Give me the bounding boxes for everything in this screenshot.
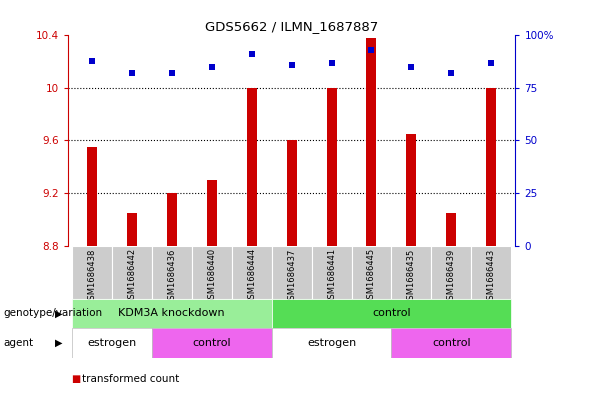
Text: control: control bbox=[432, 338, 471, 348]
Bar bbox=[312, 246, 352, 299]
Bar bbox=[272, 328, 392, 358]
Point bbox=[287, 62, 296, 68]
Text: GSM1686435: GSM1686435 bbox=[407, 248, 416, 305]
Text: genotype/variation: genotype/variation bbox=[3, 309, 102, 318]
Point bbox=[446, 70, 456, 76]
Text: GSM1686436: GSM1686436 bbox=[167, 248, 176, 305]
Text: GSM1686442: GSM1686442 bbox=[127, 248, 136, 305]
Point bbox=[87, 57, 97, 64]
Bar bbox=[112, 246, 152, 299]
Bar bbox=[471, 246, 511, 299]
Point bbox=[247, 51, 256, 57]
Bar bbox=[366, 38, 376, 246]
Bar bbox=[152, 246, 191, 299]
Text: transformed count: transformed count bbox=[82, 374, 180, 384]
Bar bbox=[247, 88, 257, 246]
Bar bbox=[72, 299, 272, 328]
Bar bbox=[272, 246, 312, 299]
Text: GSM1686437: GSM1686437 bbox=[287, 248, 296, 305]
Bar bbox=[352, 246, 392, 299]
Bar bbox=[392, 328, 511, 358]
Bar bbox=[487, 88, 497, 246]
Text: ■: ■ bbox=[71, 374, 80, 384]
Bar bbox=[207, 180, 217, 246]
Text: KDM3A knockdown: KDM3A knockdown bbox=[118, 309, 225, 318]
Text: GSM1686445: GSM1686445 bbox=[367, 248, 376, 305]
Bar bbox=[231, 246, 272, 299]
Text: ▶: ▶ bbox=[55, 309, 62, 318]
Text: GSM1686441: GSM1686441 bbox=[327, 248, 336, 305]
Text: control: control bbox=[372, 309, 411, 318]
Bar bbox=[87, 147, 97, 246]
Point bbox=[167, 70, 176, 76]
Bar bbox=[446, 213, 456, 246]
Point bbox=[327, 60, 336, 66]
Point bbox=[127, 70, 137, 76]
Bar bbox=[127, 213, 137, 246]
Bar bbox=[326, 88, 336, 246]
Text: GSM1686438: GSM1686438 bbox=[87, 248, 96, 305]
Bar bbox=[287, 141, 296, 246]
Text: estrogen: estrogen bbox=[87, 338, 136, 348]
Text: GSM1686439: GSM1686439 bbox=[447, 248, 456, 305]
Text: agent: agent bbox=[3, 338, 33, 348]
Bar bbox=[272, 299, 511, 328]
Bar bbox=[392, 246, 431, 299]
Text: ▶: ▶ bbox=[55, 338, 62, 348]
Point bbox=[487, 60, 496, 66]
Text: GSM1686443: GSM1686443 bbox=[487, 248, 496, 305]
Bar bbox=[72, 328, 152, 358]
Bar bbox=[72, 246, 112, 299]
Title: GDS5662 / ILMN_1687887: GDS5662 / ILMN_1687887 bbox=[205, 20, 378, 33]
Bar bbox=[152, 328, 272, 358]
Text: GSM1686440: GSM1686440 bbox=[207, 248, 216, 305]
Text: control: control bbox=[192, 338, 231, 348]
Bar bbox=[406, 134, 416, 246]
Bar bbox=[431, 246, 471, 299]
Point bbox=[407, 64, 416, 70]
Text: estrogen: estrogen bbox=[307, 338, 356, 348]
Bar bbox=[167, 193, 177, 246]
Text: GSM1686444: GSM1686444 bbox=[247, 248, 256, 305]
Point bbox=[207, 64, 216, 70]
Point bbox=[367, 47, 376, 53]
Bar bbox=[191, 246, 231, 299]
